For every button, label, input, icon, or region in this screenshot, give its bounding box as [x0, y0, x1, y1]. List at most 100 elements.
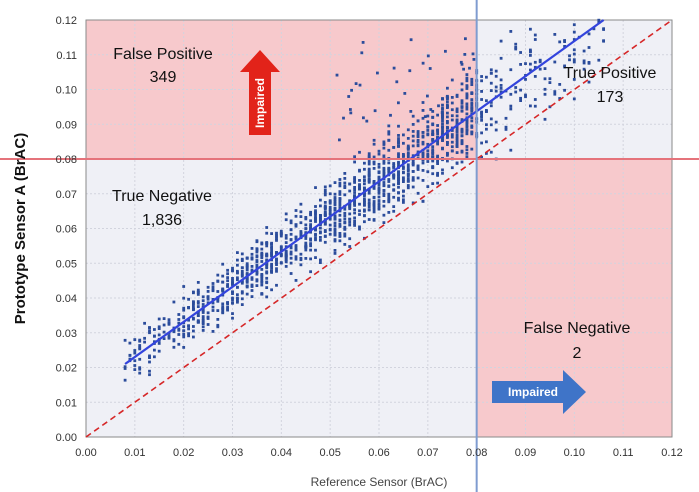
- data-point: [314, 238, 317, 242]
- data-point: [236, 285, 239, 289]
- data-point: [529, 62, 532, 66]
- data-point: [245, 277, 249, 280]
- data-point: [480, 131, 483, 135]
- data-point: [182, 335, 186, 339]
- data-point: [309, 213, 312, 217]
- data-point: [411, 176, 415, 179]
- data-point: [360, 51, 364, 55]
- data-point: [406, 148, 410, 151]
- data-point: [455, 140, 459, 144]
- data-point: [504, 128, 508, 131]
- data-point: [441, 97, 444, 100]
- data-point: [289, 250, 293, 254]
- data-point: [221, 288, 225, 291]
- data-point: [182, 315, 186, 319]
- data-point: [123, 367, 127, 370]
- data-point: [314, 228, 317, 232]
- data-point: [236, 296, 239, 300]
- data-point: [314, 220, 317, 223]
- data-point: [392, 209, 396, 213]
- data-point: [240, 303, 244, 306]
- data-point: [529, 68, 532, 72]
- data-point: [558, 97, 562, 100]
- data-point: [397, 144, 400, 148]
- data-point: [406, 146, 410, 150]
- data-point: [279, 248, 283, 252]
- data-point: [406, 144, 410, 148]
- data-point: [157, 349, 161, 353]
- data-point: [406, 128, 410, 132]
- data-point: [338, 232, 342, 235]
- data-point: [245, 292, 249, 296]
- data-point: [328, 205, 332, 209]
- data-point: [411, 159, 415, 163]
- data-point: [192, 301, 195, 304]
- data-point: [406, 151, 410, 155]
- data-point: [494, 74, 498, 78]
- data-point: [529, 48, 532, 52]
- data-point: [411, 162, 415, 165]
- data-point: [348, 212, 352, 216]
- data-point: [558, 40, 562, 44]
- data-point: [509, 92, 513, 96]
- data-point: [470, 147, 474, 151]
- data-point: [348, 217, 352, 221]
- data-point: [377, 191, 381, 195]
- data-point: [270, 249, 273, 253]
- data-point: [465, 73, 469, 76]
- data-point: [397, 141, 400, 145]
- data-point: [494, 120, 498, 124]
- data-point: [294, 244, 298, 247]
- data-point: [196, 293, 200, 296]
- data-point: [572, 78, 576, 81]
- y-tick-label: 0.02: [56, 363, 77, 375]
- data-point: [148, 326, 151, 330]
- data-point: [377, 204, 381, 207]
- data-point: [314, 248, 317, 252]
- data-point: [387, 161, 391, 165]
- data-point: [426, 142, 430, 146]
- data-point: [377, 165, 381, 169]
- data-point: [460, 82, 464, 86]
- data-point: [314, 227, 317, 230]
- data-point: [231, 282, 234, 286]
- data-point: [426, 94, 429, 98]
- data-point: [206, 295, 210, 298]
- data-point: [480, 141, 483, 145]
- data-point: [138, 357, 142, 361]
- data-point: [367, 201, 371, 205]
- data-point: [372, 160, 376, 164]
- data-point: [182, 285, 186, 288]
- data-point: [304, 223, 308, 227]
- data-point: [470, 80, 474, 84]
- data-point: [421, 140, 425, 144]
- data-point: [441, 116, 444, 120]
- data-point: [265, 241, 269, 244]
- data-point: [192, 290, 195, 294]
- data-point: [431, 182, 435, 185]
- data-point: [236, 278, 239, 282]
- data-point: [157, 342, 161, 345]
- data-point: [563, 45, 566, 48]
- data-point: [201, 303, 205, 306]
- data-point: [255, 265, 259, 269]
- data-point: [382, 154, 386, 158]
- x-tick-label: 0.00: [75, 447, 96, 459]
- data-point: [426, 149, 430, 153]
- data-point: [338, 219, 342, 223]
- data-point: [182, 329, 186, 333]
- data-point: [436, 113, 439, 117]
- data-point: [349, 111, 353, 115]
- data-point: [304, 248, 308, 252]
- data-point: [416, 168, 420, 171]
- data-point: [572, 97, 576, 101]
- data-point: [260, 283, 264, 287]
- data-point: [446, 134, 449, 138]
- data-point: [284, 234, 288, 237]
- data-point: [446, 115, 449, 119]
- data-point: [416, 191, 420, 195]
- data-point: [333, 208, 337, 211]
- data-point: [353, 204, 356, 207]
- data-point: [255, 259, 259, 262]
- data-point: [485, 127, 488, 131]
